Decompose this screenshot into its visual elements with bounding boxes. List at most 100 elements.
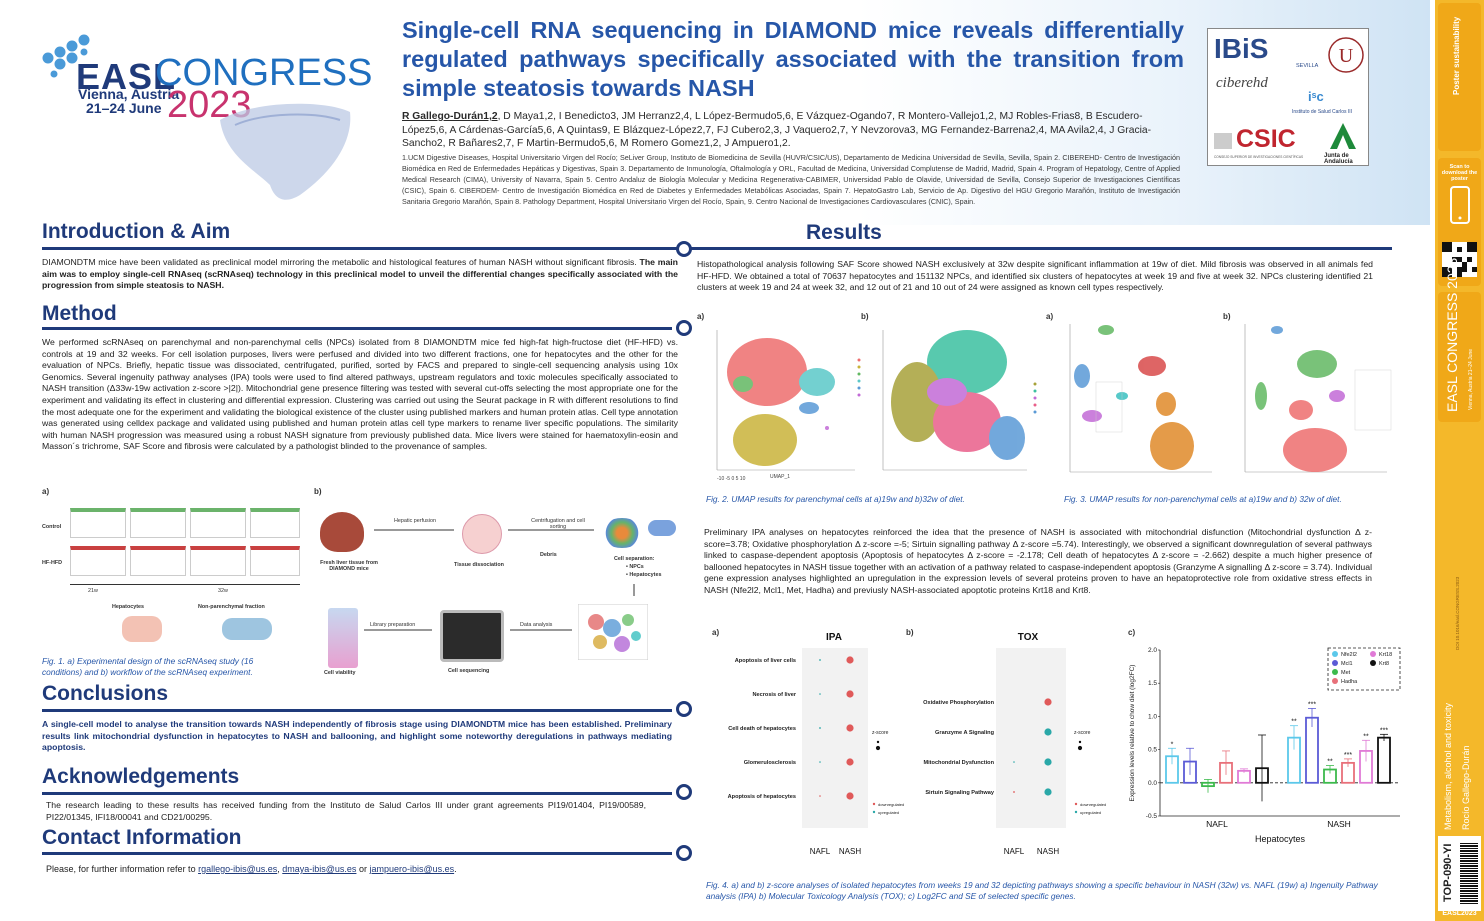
intro-text-bold: The main aim was to employ single-cell R… [42,257,678,291]
library-label: Library preparation [370,622,416,628]
sep-hepatocytes: • Hepatocytes [626,572,662,578]
legend-swatch [1370,651,1376,657]
legend-up-label: upregulated [878,810,899,815]
hepatocytes-label: Hepatocytes [112,604,145,610]
significance-label: ** [1327,759,1333,766]
fig4-caption: Fig. 4. a) and b) z-score analyses of is… [706,880,1378,901]
x-tick-label: NAFL [1004,847,1025,856]
legend-down-label: downregulated [1080,802,1106,807]
tox-dot-chart: TOX Oxidative Phosphorylation Granzyme A S… [923,632,1106,856]
sustainability-badge: Poster sustainability [1438,3,1481,151]
sequencing-label: Cell sequencing [448,668,490,674]
bar [1305,716,1319,784]
umap-npc-32w [1244,324,1392,473]
sustainability-label: Poster sustainability [1452,16,1461,95]
dot-nash [1044,728,1052,736]
legend-label: Hadha [1341,679,1358,685]
fig1-panel-a: a) [42,487,50,496]
fig4-panel-a: a) [712,628,720,637]
y-tick-label: 1.0 [1148,713,1157,720]
dot-nash [1044,758,1052,766]
fig1b-workflow: Fresh liver tissue from DIAMOND mice Hep… [314,500,678,676]
legend-up-label: upregulated [1080,810,1101,815]
ibis-logo: IBiS [1214,33,1269,64]
significance-label: ** [1363,733,1369,740]
x-tick-label: NASH [839,847,861,856]
method-rule [42,327,672,330]
chart-title: TOX [1018,632,1039,643]
chart-title: IPA [826,632,842,643]
lead-author: R Gallego-Durán1,2 [402,111,498,122]
row-label: Mitochondrial Dysfunction [923,760,994,766]
log2fc-bar-chart: 2.0 1.5 1.0 0.5 0.0 -0.5 Expression levels rel… [1129,647,1401,844]
dot-nash [846,792,854,800]
qr-code[interactable] [1442,242,1477,277]
sep-npcs: • NPCs [626,564,644,570]
dissociation-dish-icon [462,514,502,554]
legend-label: Mcl1 [1341,661,1353,667]
umap-hepatocytes-19w: -10 -5 0 5 10 [716,330,861,482]
dot-nafl [819,795,821,797]
row-label: Oxidative Phosphorylation [923,700,994,706]
legend-up-swatch [1074,810,1078,814]
dot-nash [1044,788,1052,796]
legend-title: z-score [872,730,889,736]
npc-label: Non-parenchymal fraction [198,604,265,610]
sidebar-congress: EASL CONGRESS 2023 [1444,257,1460,412]
legend-label: Krt18 [1379,652,1392,658]
significance-label: ** [1291,719,1297,726]
fig2-panel-b: b) [861,312,869,321]
contact-sep-2: or [356,864,370,874]
congress-dates: 21–24 June [86,100,162,116]
dot-nash [846,690,854,698]
legend-swatch [1370,660,1376,666]
contact-heading: Contact Information [42,826,242,849]
legend-title: z-score [1074,730,1091,736]
results-rule [690,247,1392,250]
institution-logos: IBiS SEVILLA U ciberehd iˢc Instituto de… [1207,28,1369,166]
cage-hfhfd-2 [130,546,186,576]
dot-nash [846,758,854,766]
connector-node-2 [676,320,692,336]
dot-nafl [1013,761,1015,763]
contact-suffix: . [454,864,457,874]
email-link-3[interactable]: jampuero-ibis@us.es [369,864,455,874]
y-tick-label: 0.5 [1148,747,1157,754]
cage-control-1 [70,508,126,538]
legend-size-dot [1077,745,1083,751]
mini-umap-icon [578,604,648,660]
row-label: Cell death of hepatocytes [728,726,796,732]
fig2a-xlabel: UMAP_1 [770,474,791,480]
significance-label: * [1171,741,1174,748]
fig1-panel-b: b) [314,487,322,496]
csic-logo: CSIC [1236,125,1296,153]
legend-swatch [1332,678,1338,684]
cage-hfhfd-4 [250,546,300,576]
universidad-sevilla-seal-icon: U [1328,37,1364,73]
workflow-arrows [364,529,635,631]
centrifugation-label: Centrifugation and cell sorting [531,518,585,530]
cage-control-4 [250,508,300,538]
sidebar-footer: EASL2023 [1442,910,1477,917]
legend-label: Met [1341,670,1351,676]
liver-illustration-icon [220,103,351,200]
email-link-1[interactable]: rgallego-ibis@us.es [198,864,278,874]
co-authors: , D Maya1,2, I Benedicto3, JM Herranz2,4… [402,111,1152,149]
bar [1377,736,1391,784]
dot-nafl [819,659,821,661]
legend-down-label: downregulated [878,802,904,807]
results-para-1: Histopathological analysis following SAF… [697,259,1373,293]
legend-size-dot [1078,740,1082,744]
timeline [70,584,300,585]
legend-swatch [1332,669,1338,675]
sidebar-presenter: Rocío Gallego-Durán [1461,745,1471,830]
fig1-caption: Fig. 1. a) Experimental design of the sc… [42,656,254,677]
email-link-2[interactable]: dmaya-ibis@us.es [282,864,357,874]
perfusion-label: Hepatic perfusion [394,518,436,524]
legend-label: Krt8 [1379,661,1389,667]
intro-text: DIAMONDTM mice have been validated as pr… [42,257,678,292]
row-control-label: Control [42,524,62,530]
contact-sep-1: , [277,864,283,874]
connector-node-4 [676,784,692,800]
author-list: R Gallego-Durán1,2, D Maya1,2, I Benedic… [402,110,1184,151]
